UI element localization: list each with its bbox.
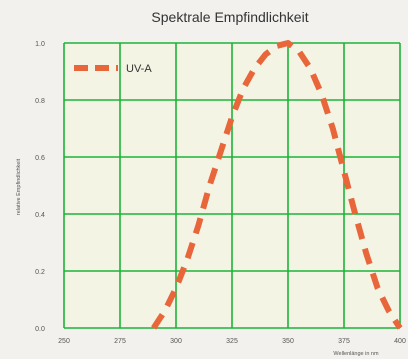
x-tick-label: 300 (170, 338, 182, 345)
y-tick-label: 0.6 (35, 155, 45, 162)
legend: UV-A (74, 63, 152, 75)
chart-title: Spektrale Empfindlichkeit (151, 9, 308, 25)
x-tick-label: 250 (58, 338, 70, 345)
y-tick-label: 0.8 (35, 98, 45, 105)
x-tick-label: 375 (338, 338, 350, 345)
tick-labels: 250 275 300 325 350 375 400 0.0 0.2 0.4 0.6 0.8 1.0 (35, 41, 406, 345)
x-tick-label: 400 (394, 338, 406, 345)
series-line-uv-a (151, 40, 403, 330)
grid (63, 42, 401, 329)
y-axis-label: relative Empfindlichkeit (16, 158, 22, 215)
y-tick-label: 0.0 (35, 326, 45, 333)
y-tick-label: 1.0 (35, 41, 45, 48)
y-tick-label: 0.2 (35, 269, 45, 276)
x-tick-label: 275 (114, 338, 126, 345)
x-tick-label: 325 (226, 338, 238, 345)
x-axis-label: Wellenlänge in nm (333, 351, 379, 357)
legend-label-uv-a: UV-A (126, 63, 152, 75)
x-tick-label: 350 (282, 338, 294, 345)
y-tick-label: 0.4 (35, 212, 45, 219)
series-layer (151, 40, 403, 330)
